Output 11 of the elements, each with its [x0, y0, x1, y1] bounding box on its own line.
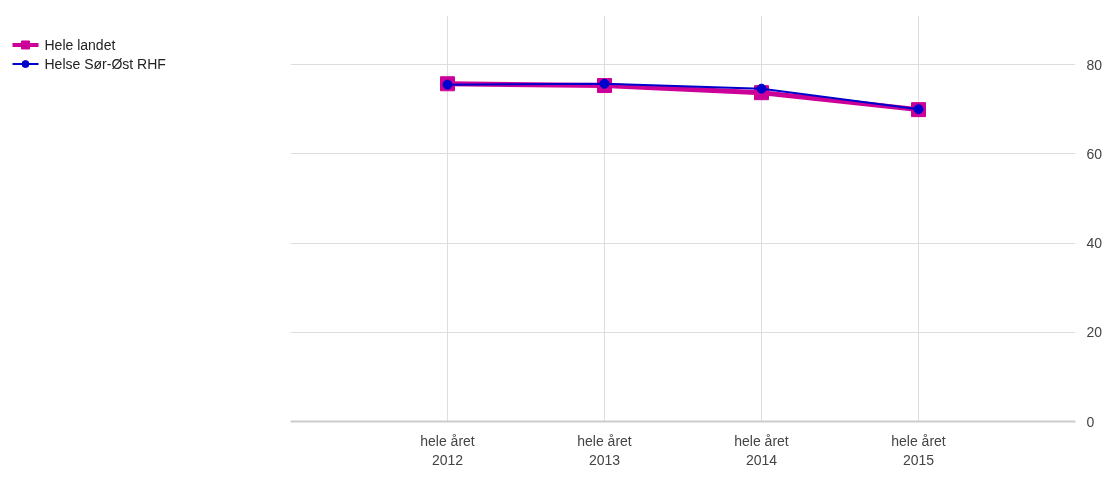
y-tick-label: 80 — [1086, 56, 1103, 73]
y-tick-label: 0 — [1086, 413, 1095, 430]
legend-label: Helse Sør-Øst RHF — [44, 56, 166, 73]
y-tick-label: 40 — [1086, 235, 1103, 252]
legend-label: Hele landet — [44, 36, 116, 53]
x-tick-label: hele året 2015 — [891, 432, 946, 468]
x-tick-label: hele året 2013 — [577, 432, 632, 468]
x-tick-label: hele året 2012 — [420, 432, 475, 468]
x-tick-label: hele året 2014 — [734, 432, 789, 468]
y-tick-label: 60 — [1086, 145, 1103, 162]
y-tick-label: 20 — [1086, 324, 1103, 341]
